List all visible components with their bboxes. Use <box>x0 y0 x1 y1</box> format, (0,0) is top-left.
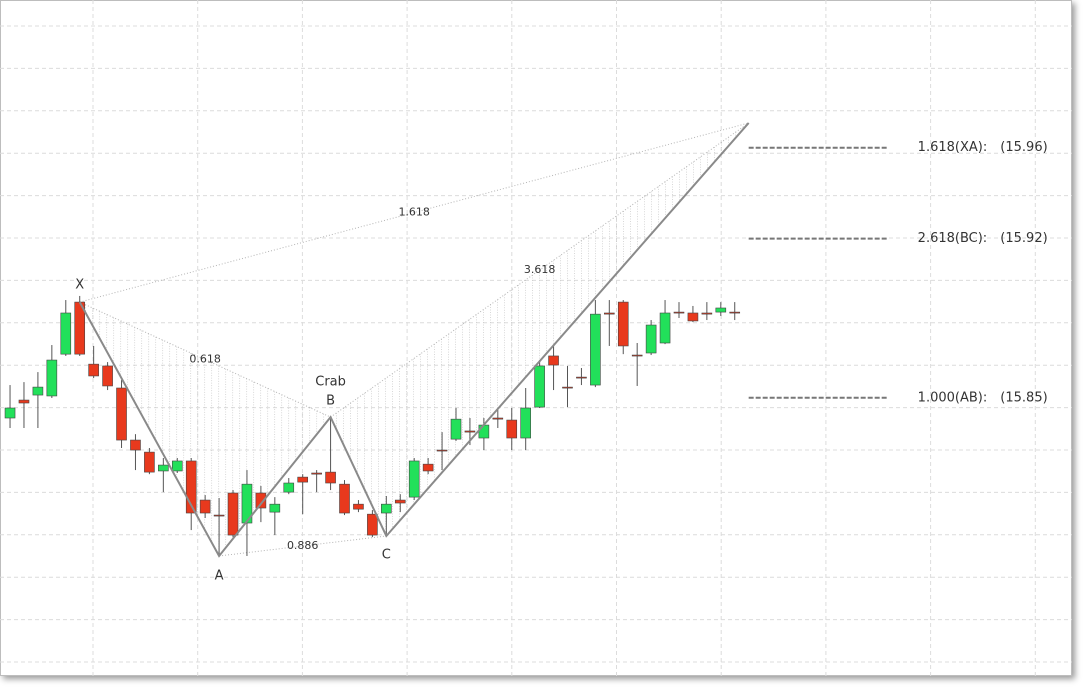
candle-body <box>297 476 309 483</box>
candle-body <box>60 312 72 355</box>
candle-body <box>617 301 629 347</box>
level-name: 2.618(BC): <box>918 231 988 246</box>
point-label: A <box>215 568 224 583</box>
candle-body <box>464 430 476 433</box>
candle-body <box>562 386 573 389</box>
candle-body <box>701 312 713 315</box>
ratio-label: 1.618 <box>398 206 430 219</box>
level-value: (15.92) <box>1000 231 1047 246</box>
candle-body <box>604 312 615 315</box>
candle-body <box>116 387 127 441</box>
ratio-line <box>330 122 749 418</box>
ratio-label: 0.618 <box>189 353 221 366</box>
candle-body <box>408 460 420 498</box>
ratio-line <box>79 301 331 418</box>
chart-panel <box>0 0 1072 676</box>
candle-body <box>645 324 657 354</box>
ratio-line <box>219 535 387 557</box>
candle-body <box>590 313 601 386</box>
candle-body <box>102 365 113 387</box>
candle-body <box>548 355 559 366</box>
candle-body <box>576 376 587 379</box>
point-label: B <box>326 394 335 409</box>
candle-body <box>269 503 281 513</box>
candle-body <box>32 386 44 396</box>
candle-body <box>325 471 336 484</box>
candle-body <box>311 472 322 475</box>
candle-body <box>4 407 16 419</box>
candle-body <box>394 499 406 504</box>
pattern-line <box>78 122 750 558</box>
candle-body <box>729 311 741 314</box>
level-name: 1.000(AB): <box>918 390 988 405</box>
candle-body <box>715 307 727 313</box>
level-name: 1.618(XA): <box>918 140 988 155</box>
candle-body <box>520 407 531 439</box>
candle-body <box>631 354 643 357</box>
candle-body <box>171 460 183 472</box>
candle-body <box>88 363 99 377</box>
candle-body <box>478 424 490 439</box>
candle-body <box>367 513 378 536</box>
candle-body <box>46 359 58 397</box>
candle-body <box>534 365 545 408</box>
ratio-label: 0.886 <box>287 539 319 552</box>
candle-body <box>255 492 267 509</box>
chart: X A B C Crab 0.618 1.618 3.618 0.886 1.618(XA): (1… <box>0 0 1072 676</box>
candle-body <box>283 482 295 493</box>
candle-body <box>158 464 169 472</box>
candle-body <box>687 312 699 322</box>
candle-body <box>339 483 350 514</box>
candle-body <box>436 449 448 452</box>
candle-body <box>185 460 197 514</box>
candle-body <box>492 417 504 420</box>
candle-body <box>144 451 155 473</box>
candle-body <box>506 419 518 439</box>
candle-body <box>659 312 671 344</box>
level-value: (15.85) <box>1000 390 1047 405</box>
candle-body <box>381 503 392 514</box>
candle-body <box>199 499 211 514</box>
point-label: X <box>75 278 84 293</box>
candle-body <box>130 439 141 451</box>
point-label: C <box>382 547 391 562</box>
candle-body <box>227 492 239 536</box>
candle-body <box>213 514 225 517</box>
candle-body <box>450 418 462 440</box>
level-value: (15.96) <box>1000 140 1047 155</box>
candle-body <box>353 503 364 510</box>
candle-body <box>673 311 685 314</box>
candle-body <box>422 463 434 472</box>
candle-body <box>18 399 30 404</box>
candle-body <box>241 483 253 524</box>
ratio-label: 3.618 <box>524 263 556 276</box>
pattern-name: Crab <box>315 375 346 390</box>
